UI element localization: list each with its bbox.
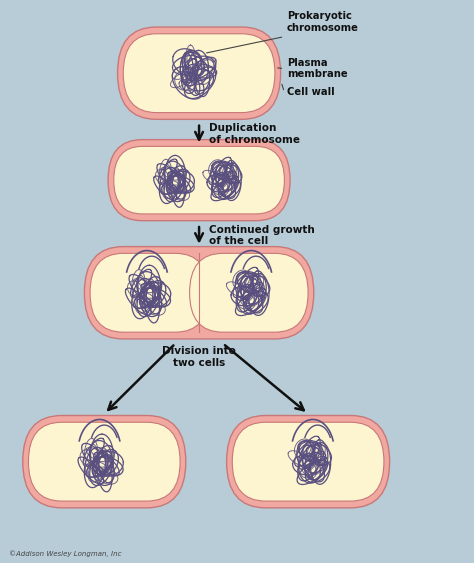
Text: Cell wall: Cell wall: [287, 87, 334, 97]
FancyBboxPatch shape: [108, 140, 290, 221]
FancyBboxPatch shape: [123, 34, 275, 113]
FancyBboxPatch shape: [90, 253, 209, 332]
FancyBboxPatch shape: [232, 422, 384, 501]
FancyBboxPatch shape: [84, 247, 314, 339]
Text: Duplication
of chromosome: Duplication of chromosome: [209, 123, 300, 145]
FancyBboxPatch shape: [23, 415, 186, 508]
Text: Division into
two cells: Division into two cells: [162, 346, 236, 368]
FancyBboxPatch shape: [28, 422, 180, 501]
FancyBboxPatch shape: [118, 27, 281, 119]
FancyBboxPatch shape: [114, 146, 284, 214]
Text: Continued growth
of the cell: Continued growth of the cell: [209, 225, 314, 246]
Text: ©Addison Wesley Longman, Inc: ©Addison Wesley Longman, Inc: [9, 551, 122, 557]
Text: Prokaryotic
chromosome: Prokaryotic chromosome: [287, 11, 359, 33]
FancyBboxPatch shape: [190, 253, 308, 332]
Text: Plasma
membrane: Plasma membrane: [287, 58, 347, 79]
FancyBboxPatch shape: [227, 415, 390, 508]
